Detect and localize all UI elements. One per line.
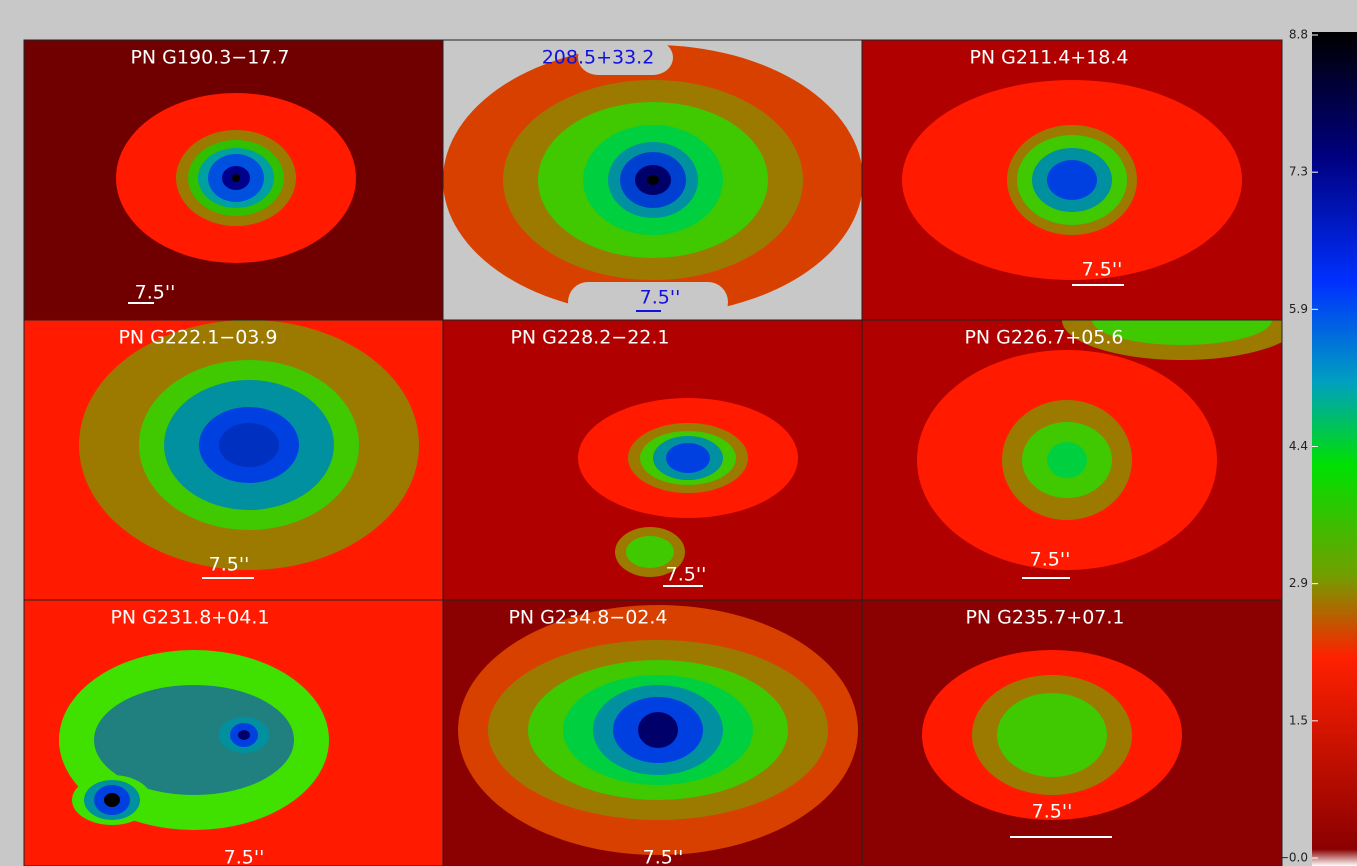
panel: PN G228.2−22.1 7.5'' bbox=[443, 320, 862, 600]
panel: PN G234.8−02.4 7.5'' bbox=[443, 600, 862, 866]
panel: 208.5+33.2 7.5'' bbox=[443, 40, 863, 322]
panel-image bbox=[862, 600, 1282, 866]
page: PN G190.3−17.77.5''208.5+33.27.5''PN G21… bbox=[0, 0, 1357, 866]
scale-label: 7.5'' bbox=[224, 847, 265, 866]
panel-image bbox=[443, 320, 862, 600]
scale-label: 7.5'' bbox=[1030, 549, 1071, 571]
colorbar-tick-label: 4.4 bbox=[1289, 439, 1308, 453]
panel: PN G190.3−17.7 7.5'' bbox=[24, 40, 443, 320]
colorbar-tick-label: 7.3 bbox=[1289, 165, 1308, 179]
panel-label: 208.5+33.2 bbox=[542, 47, 655, 69]
scale-label: 7.5'' bbox=[643, 847, 684, 866]
scale-label: 7.5'' bbox=[666, 564, 707, 586]
panel: PN G226.7+05.6 7.5'' bbox=[862, 280, 1302, 600]
contour bbox=[1047, 160, 1097, 200]
contour bbox=[1047, 442, 1087, 478]
contour bbox=[238, 730, 250, 740]
panel-label: PN G228.2−22.1 bbox=[510, 327, 669, 349]
figure: PN G190.3−17.77.5''208.5+33.27.5''PN G21… bbox=[0, 0, 1357, 866]
panel-image bbox=[443, 40, 863, 322]
panel-label: PN G235.7+07.1 bbox=[965, 607, 1124, 629]
panel: PN G231.8+04.1 7.5'' bbox=[24, 600, 443, 866]
scale-label: 7.5'' bbox=[1082, 259, 1123, 281]
contour bbox=[638, 712, 678, 748]
panel-label: PN G226.7+05.6 bbox=[964, 327, 1123, 349]
scale-label: 7.5'' bbox=[640, 287, 681, 309]
colorbar-tick-label: 2.9 bbox=[1289, 576, 1308, 590]
colorbar-tick-label: 1.5 bbox=[1289, 713, 1308, 727]
colorbar-tick-label: 5.9 bbox=[1289, 302, 1308, 316]
contour bbox=[666, 443, 710, 473]
contour bbox=[219, 423, 279, 467]
colorbar-tick-label: −0.0 bbox=[1279, 851, 1308, 865]
panel-label: PN G222.1−03.9 bbox=[118, 327, 277, 349]
contour bbox=[104, 793, 120, 807]
scale-label: 7.5'' bbox=[1032, 801, 1073, 823]
panel-label: PN G190.3−17.7 bbox=[130, 47, 289, 69]
panel-label: PN G211.4+18.4 bbox=[969, 47, 1128, 69]
panel: PN G211.4+18.4 7.5'' bbox=[862, 40, 1282, 320]
colorbar bbox=[1312, 32, 1357, 866]
panel-image bbox=[24, 40, 443, 320]
contour bbox=[647, 175, 659, 185]
scale-label: 7.5'' bbox=[209, 554, 250, 576]
panel: PN G235.7+07.1 7.5'' bbox=[862, 600, 1282, 866]
panel-image bbox=[443, 600, 862, 866]
contour bbox=[997, 693, 1107, 777]
contour bbox=[232, 174, 240, 182]
scale-label: 7.5'' bbox=[135, 282, 176, 304]
panel-image bbox=[862, 40, 1282, 320]
panel-image bbox=[24, 600, 443, 866]
panel-label: PN G231.8+04.1 bbox=[110, 607, 269, 629]
panel: PN G222.1−03.9 7.5'' bbox=[24, 320, 443, 600]
panel-label: PN G234.8−02.4 bbox=[508, 607, 667, 629]
colorbar-tick-label: 8.8 bbox=[1289, 28, 1308, 42]
